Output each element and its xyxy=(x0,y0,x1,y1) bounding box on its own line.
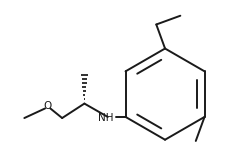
Text: O: O xyxy=(44,101,52,111)
Text: NH: NH xyxy=(98,113,114,123)
